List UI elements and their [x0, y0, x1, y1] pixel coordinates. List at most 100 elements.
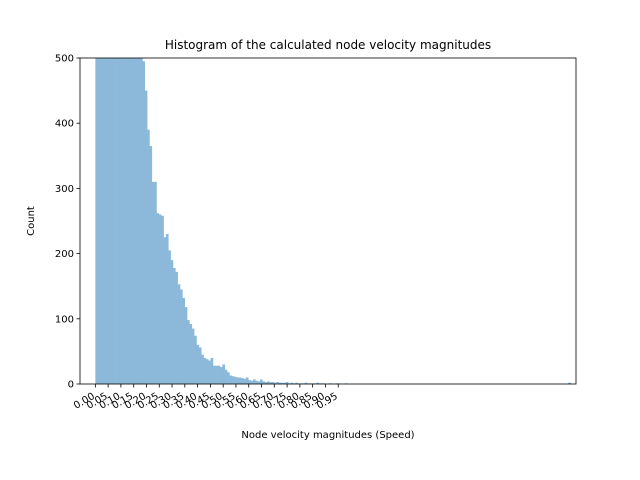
- y-tick-label: 400: [55, 119, 74, 130]
- histogram-bar: [170, 260, 174, 384]
- y-tick-label: 300: [55, 184, 74, 195]
- histogram-bar: [118, 58, 122, 384]
- histogram-bar: [135, 58, 138, 384]
- histogram-bar: [158, 214, 162, 384]
- histogram-bar: [201, 354, 204, 384]
- histogram-bar: [161, 215, 164, 384]
- plot-frame: [79, 57, 577, 385]
- histogram-bar: [255, 380, 258, 384]
- histogram-outlier-bar: [568, 382, 572, 384]
- histogram-bar: [231, 376, 235, 384]
- histogram-bar: [189, 324, 193, 384]
- histogram-bar: [203, 357, 207, 384]
- histogram-bar: [227, 372, 230, 384]
- histogram-bar: [234, 376, 237, 384]
- histogram-bar: [208, 360, 211, 384]
- histogram-bar: [194, 335, 197, 384]
- histogram-bar: [269, 382, 273, 384]
- histogram-bar: [97, 58, 101, 384]
- histogram-bar: [182, 297, 186, 384]
- histogram-bar: [95, 58, 98, 384]
- chart-title: Histogram of the calculated node velocit…: [165, 38, 491, 52]
- histogram-bar: [271, 382, 275, 384]
- histogram-bar: [151, 181, 155, 384]
- histogram-bar: [229, 375, 233, 384]
- histogram-bar: [267, 381, 270, 384]
- histogram-bar: [252, 379, 256, 384]
- histogram-bar: [102, 58, 106, 384]
- y-tick-label: 0: [68, 380, 74, 391]
- histogram-bar: [217, 365, 221, 384]
- histogram-bar: [281, 382, 284, 384]
- histogram-bar: [116, 58, 120, 384]
- x-axis-label: Node velocity magnitudes (Speed): [241, 430, 414, 441]
- histogram-bar: [262, 381, 265, 384]
- histogram-bar: [248, 380, 251, 384]
- histogram-bar: [168, 250, 171, 384]
- histogram-bar: [125, 58, 129, 384]
- histogram-bar: [184, 307, 188, 384]
- histogram-bar: [163, 237, 167, 384]
- histogram-bar: [109, 58, 113, 384]
- histogram-bars: [95, 58, 572, 384]
- histogram-bar: [128, 58, 131, 384]
- histogram-bar: [144, 90, 148, 384]
- histogram-bar: [165, 234, 169, 384]
- histogram-bar: [283, 382, 287, 384]
- histogram-bar: [196, 344, 200, 384]
- plot-axes: 01002003004005000.000.050.100.150.200.25…: [55, 54, 577, 412]
- histogram-bar: [172, 267, 176, 384]
- histogram-bar: [140, 58, 143, 384]
- histogram-bar: [130, 58, 134, 384]
- histogram-bar: [132, 58, 136, 384]
- histogram-bar: [304, 382, 308, 384]
- histogram-bar: [205, 359, 209, 384]
- histogram-bar: [121, 58, 124, 384]
- histogram-bar: [175, 271, 178, 384]
- histogram-bar: [156, 213, 160, 384]
- y-tick-label: 500: [55, 54, 74, 65]
- histogram-bar: [210, 357, 214, 384]
- histogram-bar: [257, 381, 261, 384]
- histogram-bar: [104, 58, 108, 384]
- histogram-bar: [180, 289, 183, 384]
- histogram-bar: [245, 377, 249, 384]
- histogram-bar: [123, 58, 127, 384]
- histogram-bar: [149, 146, 153, 384]
- y-axis-label: Count: [26, 206, 37, 236]
- histogram-bar: [191, 328, 195, 384]
- histogram-bar: [137, 58, 141, 384]
- histogram-bar: [212, 365, 216, 384]
- histogram-bar: [198, 347, 202, 384]
- histogram-bar: [215, 365, 218, 384]
- histogram-bar: [154, 181, 157, 384]
- histogram-bar: [259, 379, 263, 384]
- histogram-bar: [107, 58, 110, 384]
- histogram-bar: [290, 382, 294, 384]
- histogram-bar: [295, 382, 298, 384]
- histogram-bar: [187, 320, 190, 384]
- histogram-bar: [316, 382, 320, 384]
- histogram-bar: [278, 382, 282, 384]
- histogram-bar: [222, 364, 226, 384]
- histogram-bar: [177, 284, 181, 384]
- histogram-bar: [243, 378, 247, 384]
- histogram-bar: [276, 382, 280, 384]
- histogram-bar: [285, 382, 289, 384]
- y-tick-label: 200: [55, 249, 74, 260]
- histogram-bar: [142, 61, 146, 384]
- histogram-bar: [100, 58, 103, 384]
- histogram-bar: [111, 58, 115, 384]
- histogram-bar: [241, 378, 244, 384]
- histogram-bar: [224, 369, 228, 384]
- histogram-bar: [236, 377, 240, 384]
- y-tick-label: 100: [55, 314, 74, 325]
- histogram-bar: [147, 129, 150, 384]
- histogram-bar: [250, 380, 254, 384]
- histogram-bar: [114, 58, 117, 384]
- histogram-bar: [274, 382, 277, 384]
- histogram-bar: [238, 377, 242, 384]
- histogram-bar: [220, 367, 223, 384]
- histogram-bar: [264, 382, 268, 384]
